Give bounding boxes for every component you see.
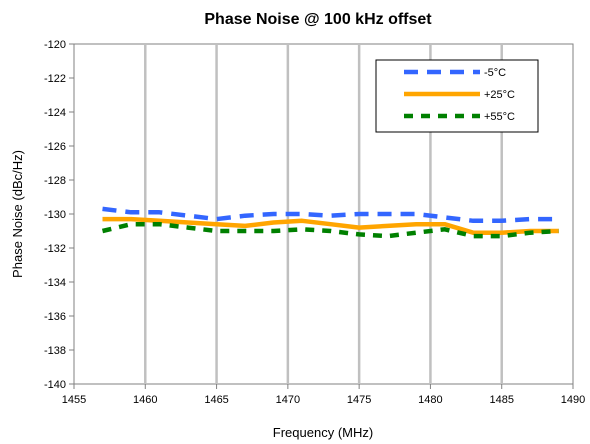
chart-title: Phase Noise @ 100 kHz offset — [204, 11, 432, 28]
y-tick-label: -120 — [44, 39, 66, 51]
x-tick-label: 1490 — [561, 394, 585, 406]
y-tick-label: -122 — [44, 73, 66, 85]
x-tick-label: 1480 — [418, 394, 442, 406]
series-line — [102, 206, 559, 224]
y-axis-title: Phase Noise (dBc/Hz) — [10, 150, 25, 278]
y-tick-label: -124 — [44, 107, 66, 119]
x-tick-label: 1460 — [133, 394, 157, 406]
y-tick-label: -128 — [44, 175, 66, 187]
y-tick-label: -126 — [44, 141, 66, 153]
y-tick-label: -138 — [44, 345, 66, 357]
y-tick-label: -132 — [44, 243, 66, 255]
x-axis-title: Frequency (MHz) — [273, 425, 373, 440]
x-tick-label: 1475 — [347, 394, 371, 406]
y-tick-label: -130 — [44, 209, 66, 221]
y-tick-label: -140 — [44, 379, 66, 391]
y-tick-label: -134 — [44, 277, 66, 289]
y-tick-label: -136 — [44, 311, 66, 323]
x-tick-label: 1465 — [204, 394, 228, 406]
legend-label: +55°C — [484, 111, 515, 123]
series-layer — [101, 206, 559, 239]
x-tick-label: 1470 — [276, 394, 300, 406]
legend-items: -5°C +25°C +55°C — [404, 67, 515, 123]
x-tick-label: 1455 — [62, 394, 86, 406]
legend-label: -5°C — [484, 67, 506, 79]
legend-label: +25°C — [484, 89, 515, 101]
tick-layer: 1455 1460 1465 1470 1475 1480 1485 1490 -120 -122… — [44, 39, 585, 406]
x-tick-label: 1485 — [489, 394, 513, 406]
series-line — [102, 216, 559, 235]
legend: -5°C +25°C +55°C — [375, 59, 539, 133]
series-line — [101, 221, 559, 239]
